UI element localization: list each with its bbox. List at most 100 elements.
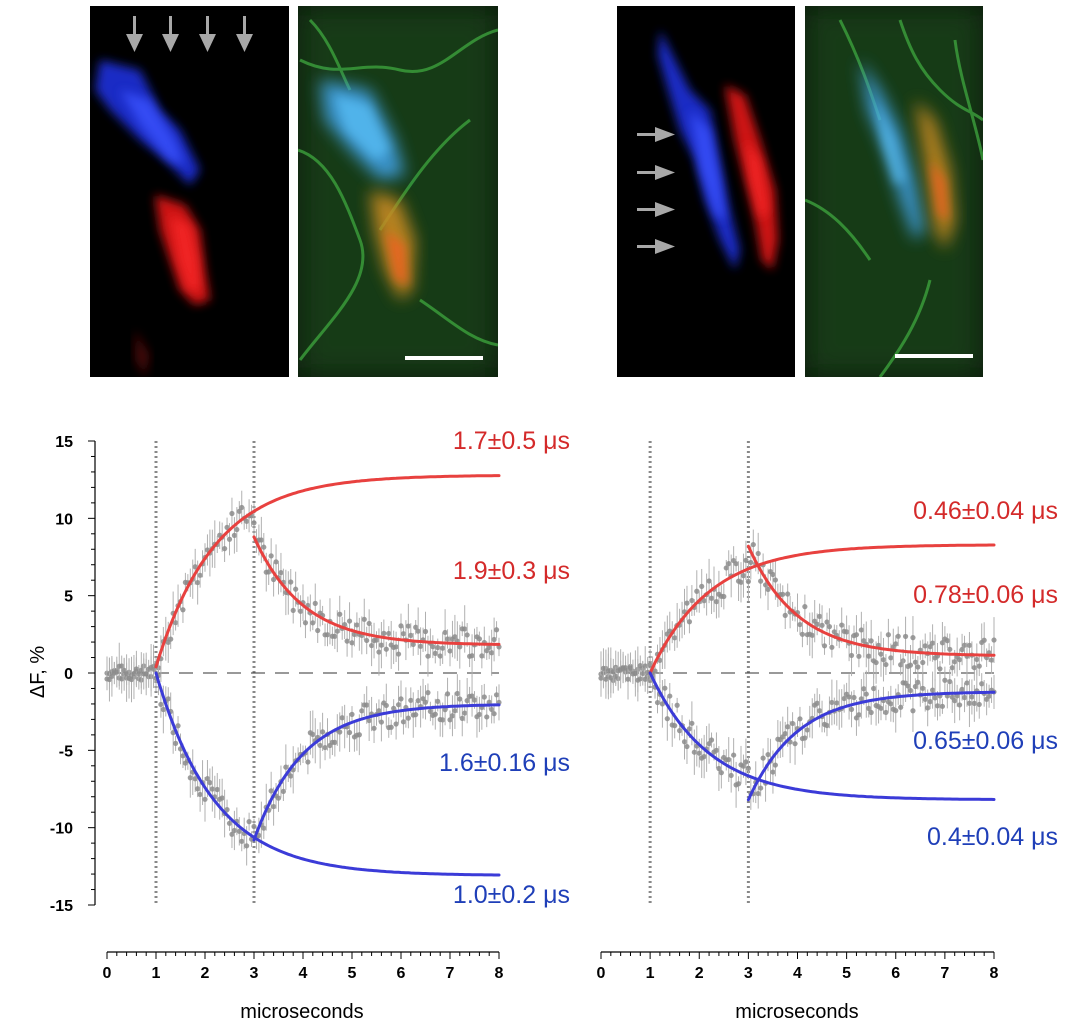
data-point: [297, 608, 304, 614]
data-point: [444, 691, 451, 697]
data-point: [234, 526, 240, 533]
data-point: [381, 630, 387, 636]
data-point: [395, 702, 402, 708]
data-point: [386, 630, 392, 637]
data-point: [625, 676, 631, 682]
data-point: [354, 622, 360, 628]
scale-bar: [895, 354, 973, 358]
data-point: [489, 650, 495, 656]
data-point: [637, 676, 643, 682]
data-point: [841, 695, 847, 702]
data-point: [425, 653, 431, 659]
data-point: [398, 623, 404, 629]
data-point: [469, 653, 475, 659]
data-point: [701, 598, 707, 604]
data-point: [944, 638, 950, 644]
data-point: [447, 648, 453, 654]
data-point: [937, 666, 943, 672]
data-point: [713, 747, 720, 753]
data-point: [204, 775, 211, 782]
blue-time-constant-label: 0.65±0.06 μs: [913, 727, 1058, 755]
data-point: [239, 838, 245, 844]
data-point: [726, 561, 732, 567]
red-time-constant-label: 1.7±0.5 μs: [453, 427, 570, 455]
y-tick-label: -15: [50, 898, 73, 915]
data-point: [735, 781, 742, 787]
data-point: [652, 668, 658, 674]
red-time-constant-label: 0.46±0.04 μs: [913, 497, 1058, 525]
data-point: [320, 729, 326, 735]
data-point: [449, 713, 456, 719]
data-point: [755, 790, 761, 797]
data-point: [770, 769, 776, 775]
data-point: [701, 753, 707, 760]
data-point: [173, 740, 179, 746]
data-point: [740, 573, 747, 579]
x-tick-label: 0: [103, 965, 112, 982]
data-point: [491, 636, 497, 643]
fit-curves: [154, 474, 501, 877]
data-point: [713, 599, 720, 605]
data-point: [337, 729, 343, 735]
data-point: [706, 578, 712, 584]
data-point: [726, 756, 732, 763]
data-point: [278, 570, 284, 576]
x-tick-label: 3: [744, 965, 753, 982]
data-point: [765, 751, 771, 758]
data-point: [133, 666, 139, 672]
data-point: [907, 687, 914, 694]
data-point: [251, 823, 257, 830]
data-point: [486, 699, 492, 705]
red-fit-curve: [252, 535, 501, 646]
data-point: [689, 597, 695, 604]
data-point: [743, 759, 749, 765]
data-point: [491, 711, 497, 717]
data-point: [647, 662, 653, 668]
data-point: [657, 657, 663, 663]
data-point: [415, 698, 421, 704]
data-point: [750, 541, 756, 548]
data-point: [344, 638, 350, 644]
data-point: [934, 703, 941, 709]
data-point: [971, 700, 977, 706]
data-point: [246, 819, 252, 825]
data-point: [853, 632, 860, 638]
data-point: [334, 628, 340, 634]
data-point: [442, 707, 448, 713]
data-point: [885, 632, 891, 638]
data-point: [479, 653, 485, 659]
data-point: [440, 645, 446, 651]
data-point: [694, 588, 700, 594]
data-point: [346, 618, 353, 624]
data-point: [920, 685, 926, 691]
data-point: [317, 742, 323, 749]
data-point: [922, 696, 928, 702]
data-point: [762, 582, 769, 588]
data-point: [640, 670, 646, 677]
data-point: [684, 743, 690, 750]
data-point: [408, 632, 414, 638]
data-point: [684, 600, 690, 606]
data-point: [824, 619, 830, 625]
data-point: [686, 726, 693, 732]
x-axis-title: microseconds: [240, 1001, 363, 1023]
data-point: [765, 586, 771, 592]
data-point: [922, 643, 928, 649]
data-point: [861, 686, 867, 692]
data-point: [708, 595, 715, 601]
data-point: [493, 692, 500, 698]
x-tick-label: 8: [495, 965, 504, 982]
data-point: [165, 696, 171, 702]
blue-time-constant-label: 1.0±0.2 μs: [453, 881, 570, 909]
data-point: [873, 659, 879, 666]
data-point: [733, 561, 739, 567]
data-point: [484, 714, 490, 720]
data-point: [258, 537, 264, 543]
data-point: [229, 510, 235, 517]
data-point: [400, 719, 407, 725]
data-point: [991, 637, 997, 643]
data-point: [435, 644, 441, 651]
data-point: [782, 612, 788, 618]
data-point: [654, 699, 661, 706]
